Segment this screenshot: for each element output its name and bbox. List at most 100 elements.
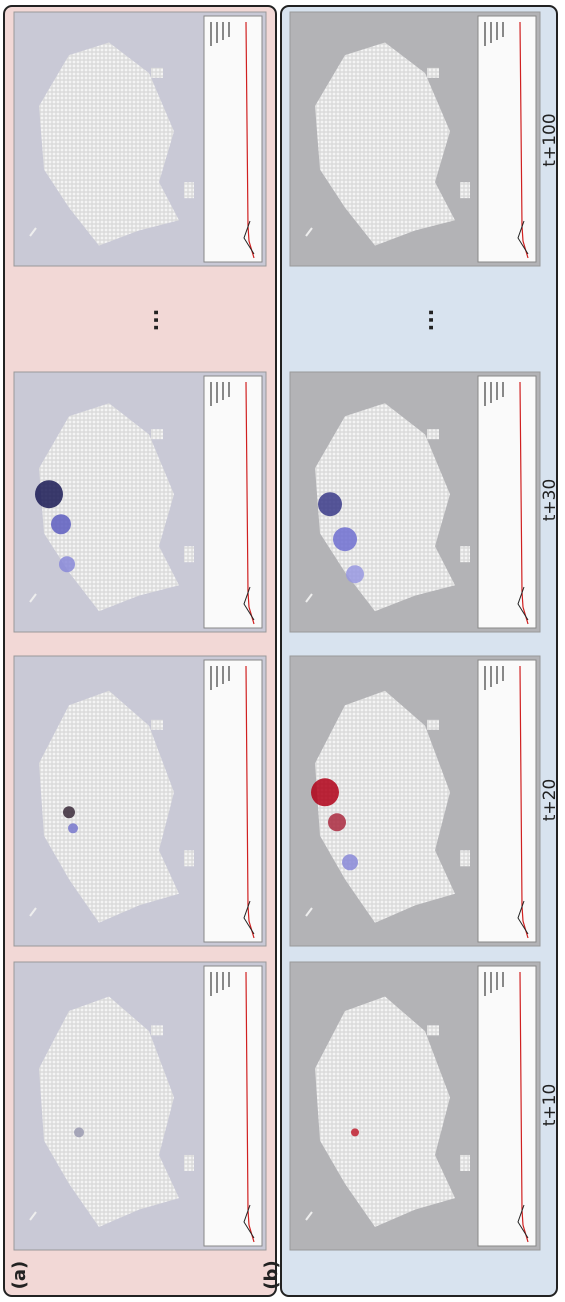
hex-island [427,429,439,440]
panel-label: (b) [261,1260,282,1289]
graph-legend [502,382,504,397]
hex-island [460,1154,470,1171]
arrow-icon [305,593,313,603]
graph-line [517,1204,529,1239]
graph-legend [210,22,212,46]
activity [328,813,346,832]
time-label: t+100 [540,113,560,166]
hex-island [460,182,470,199]
graph-legend [210,666,212,690]
graph-legend [484,972,486,996]
graph-strip [477,375,537,629]
hex-grid [315,403,455,612]
graph-legend [484,666,486,690]
hex-island [151,719,163,730]
graph-legend [490,382,492,403]
graph-legend [490,972,492,993]
graph-legend [502,666,504,681]
hex-island [460,546,470,563]
graph-line [243,220,255,255]
graph-legend [490,22,492,43]
activity [333,527,357,552]
graph-line [517,220,529,255]
ellipsis: ... [139,309,163,332]
graph-legend [484,22,486,46]
activity [59,556,75,573]
ellipsis: ... [414,309,438,332]
graph-strip [477,965,537,1247]
time-label: t+20 [540,779,560,822]
hex-island [184,1154,194,1171]
hex-island [151,429,163,440]
arrow-icon [29,907,37,917]
graph-strip [203,659,263,943]
graph-strip [203,965,263,1247]
hex-island [460,850,470,867]
time-label: t+30 [540,479,560,522]
hex-grid [39,690,179,923]
graph-strip [203,375,263,629]
graph-legend [210,382,212,406]
activity [68,823,78,834]
time-label: t+10 [540,1084,560,1127]
activity [51,514,71,535]
hex-grid [315,42,455,246]
panel-label: (a) [9,1261,30,1290]
graph-legend [484,382,486,406]
graph-line [243,586,255,621]
graph-legend [222,972,224,990]
hex-island [184,182,194,199]
hex-island [151,1025,163,1036]
graph-legend [228,22,230,37]
arrow-icon [305,1211,313,1221]
graph-strip [477,15,537,263]
graph-legend [216,666,218,687]
arrow-icon [29,1211,37,1221]
hex-island [184,850,194,867]
graph-line [517,900,529,935]
activity [311,778,339,807]
arrow-icon [29,593,37,603]
graph-legend [496,22,498,40]
hex-island [184,546,194,563]
graph-legend [216,22,218,43]
graph-legend [222,382,224,400]
hex-island [151,67,163,78]
hex-grid [315,996,455,1227]
hex-island [427,719,439,730]
arrow-icon [305,907,313,917]
arrow-icon [305,227,313,237]
activity [351,1128,359,1137]
hex-grid [39,996,179,1227]
hex-grid [39,42,179,246]
graph-legend [228,972,230,987]
activity [318,492,342,517]
hex-island [427,1025,439,1036]
graph-legend [490,666,492,687]
graph-legend [502,22,504,37]
activity [74,1127,84,1138]
graph-legend [210,972,212,996]
graph-line [243,900,255,935]
graph-legend [222,22,224,40]
graph-line [243,1204,255,1239]
graph-legend [496,382,498,400]
hex-island [427,67,439,78]
arrow-icon [29,227,37,237]
graph-legend [496,666,498,684]
graph-legend [228,382,230,397]
activity [346,565,364,584]
graph-legend [216,972,218,993]
activity [63,806,75,819]
activity [35,480,63,509]
graph-line [517,586,529,621]
graph-legend [502,972,504,987]
graph-legend [496,972,498,990]
hex-grid [39,403,179,612]
graph-strip [203,15,263,263]
graph-strip [477,659,537,943]
graph-legend [222,666,224,684]
graph-legend [228,666,230,681]
